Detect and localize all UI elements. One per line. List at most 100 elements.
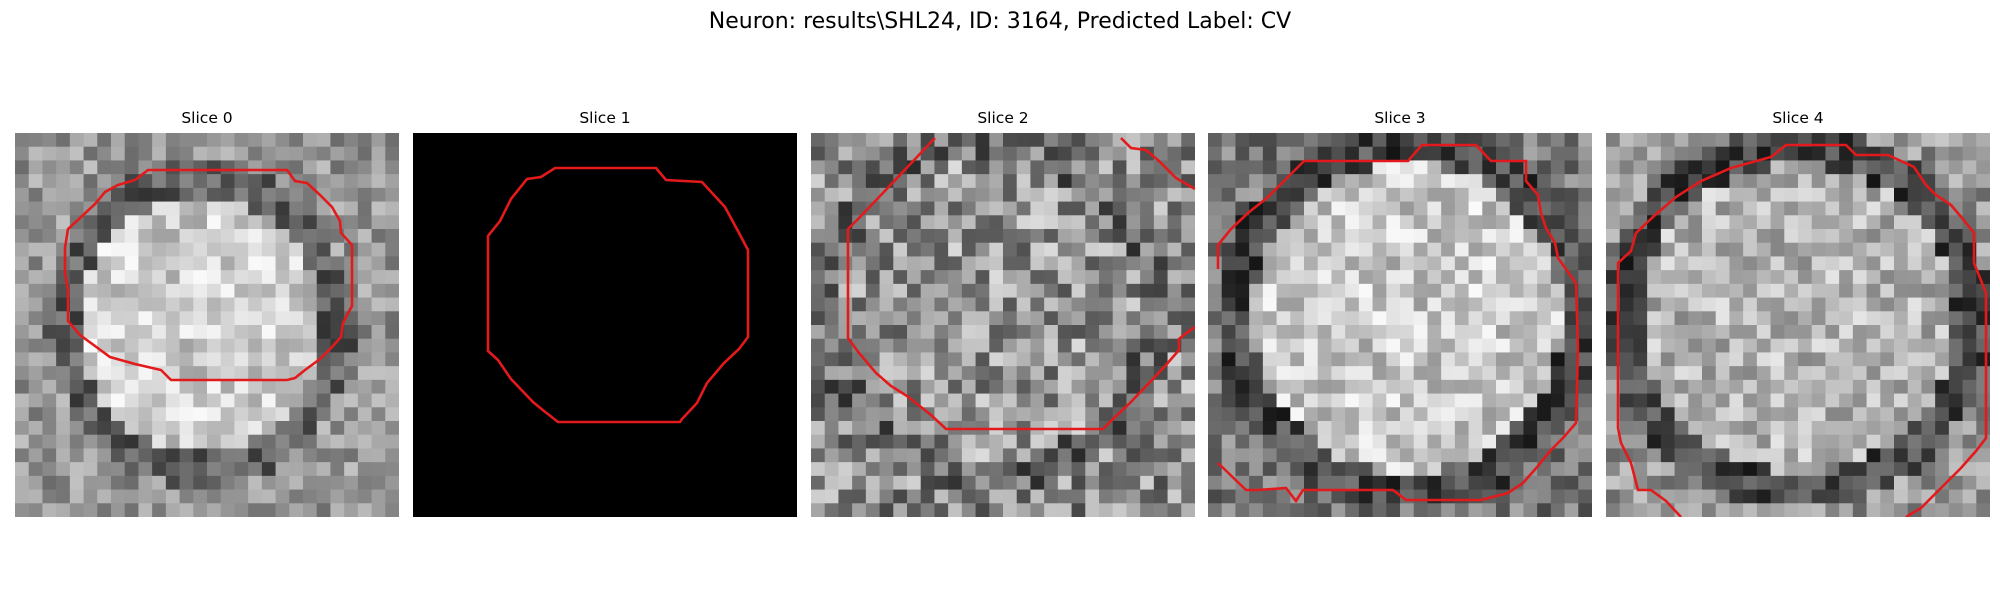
pixel [1221, 352, 1236, 367]
pixel [207, 366, 222, 381]
pixel [275, 242, 290, 257]
pixel [1140, 242, 1155, 257]
pixel [1606, 393, 1621, 408]
pixel [1044, 283, 1059, 298]
pixel [1564, 133, 1579, 148]
pixel [1784, 270, 1799, 285]
pixel [1962, 434, 1977, 449]
pixel [824, 215, 839, 230]
pixel [852, 256, 867, 271]
pixel [124, 146, 139, 161]
pixel [97, 201, 112, 216]
pixel [907, 338, 922, 353]
pixel [1962, 503, 1977, 517]
pixel [1112, 475, 1127, 490]
pixel [1386, 366, 1401, 381]
pixel [1413, 229, 1428, 244]
pixel [316, 366, 331, 381]
pixel [1290, 325, 1305, 340]
pixel [865, 229, 880, 244]
pixel [1647, 187, 1662, 202]
slice-image-0 [15, 133, 399, 517]
pixel [1331, 352, 1346, 367]
pixel [1454, 242, 1469, 257]
pixel [97, 379, 112, 394]
pixel [920, 256, 935, 271]
pixel [1071, 475, 1086, 490]
pixel [1085, 242, 1100, 257]
pixel [1181, 133, 1195, 148]
pixel [83, 325, 98, 340]
pixel [357, 366, 372, 381]
pixel [1400, 393, 1415, 408]
pixel [1509, 160, 1524, 175]
pixel [1798, 503, 1813, 517]
pixel [261, 133, 276, 148]
pixel [1235, 215, 1250, 230]
pixel [152, 489, 167, 504]
pixel [385, 174, 399, 189]
pixel [1400, 325, 1415, 340]
pixel [1839, 256, 1854, 271]
pixel [1798, 325, 1813, 340]
pixel [1071, 133, 1086, 148]
pixel [111, 283, 126, 298]
pixel [220, 311, 235, 326]
pixel [1633, 366, 1648, 381]
pixel [1030, 407, 1045, 422]
pixel [1167, 366, 1182, 381]
pixel [261, 297, 276, 312]
pixel [330, 352, 345, 367]
pixel [1523, 201, 1538, 216]
pixel [207, 434, 222, 449]
pixel [975, 325, 990, 340]
pixel [1249, 475, 1264, 490]
pixel [83, 133, 98, 148]
pixel [193, 503, 208, 517]
pixel [1948, 229, 1963, 244]
pixel [1112, 421, 1127, 436]
pixel [989, 407, 1004, 422]
pixel [879, 379, 894, 394]
pixel [248, 311, 263, 326]
pixel [1894, 201, 1909, 216]
pixel [1454, 174, 1469, 189]
pixel [1427, 187, 1442, 202]
pixel [138, 174, 153, 189]
pixel [289, 297, 304, 312]
pixel [1468, 434, 1483, 449]
pixel [303, 242, 318, 257]
pixel [1468, 270, 1483, 285]
pixel [1660, 283, 1675, 298]
pixel [948, 146, 963, 161]
pixel [1482, 475, 1497, 490]
pixel [879, 421, 894, 436]
pixel [1688, 475, 1703, 490]
pixel [1907, 270, 1922, 285]
pixel [1153, 379, 1168, 394]
pixel [1880, 311, 1895, 326]
pixel [1071, 311, 1086, 326]
pixel [1660, 366, 1675, 381]
pixel [920, 283, 935, 298]
pixel [1276, 421, 1291, 436]
pixel [1962, 311, 1977, 326]
pixel [1770, 448, 1785, 463]
pixel [1208, 503, 1223, 517]
pixel [1304, 475, 1319, 490]
pixel [1784, 421, 1799, 436]
pixel [275, 421, 290, 436]
pixel [1619, 503, 1634, 517]
pixel [1798, 434, 1813, 449]
pixel [303, 421, 318, 436]
pixel [1482, 352, 1497, 367]
pixel [1647, 146, 1662, 161]
pixel [907, 242, 922, 257]
pixel [934, 242, 949, 257]
pixel [1290, 270, 1305, 285]
pixel [1099, 270, 1114, 285]
pixel [165, 352, 180, 367]
pixel [56, 201, 71, 216]
pixel [1372, 133, 1387, 148]
pixel [1537, 393, 1552, 408]
